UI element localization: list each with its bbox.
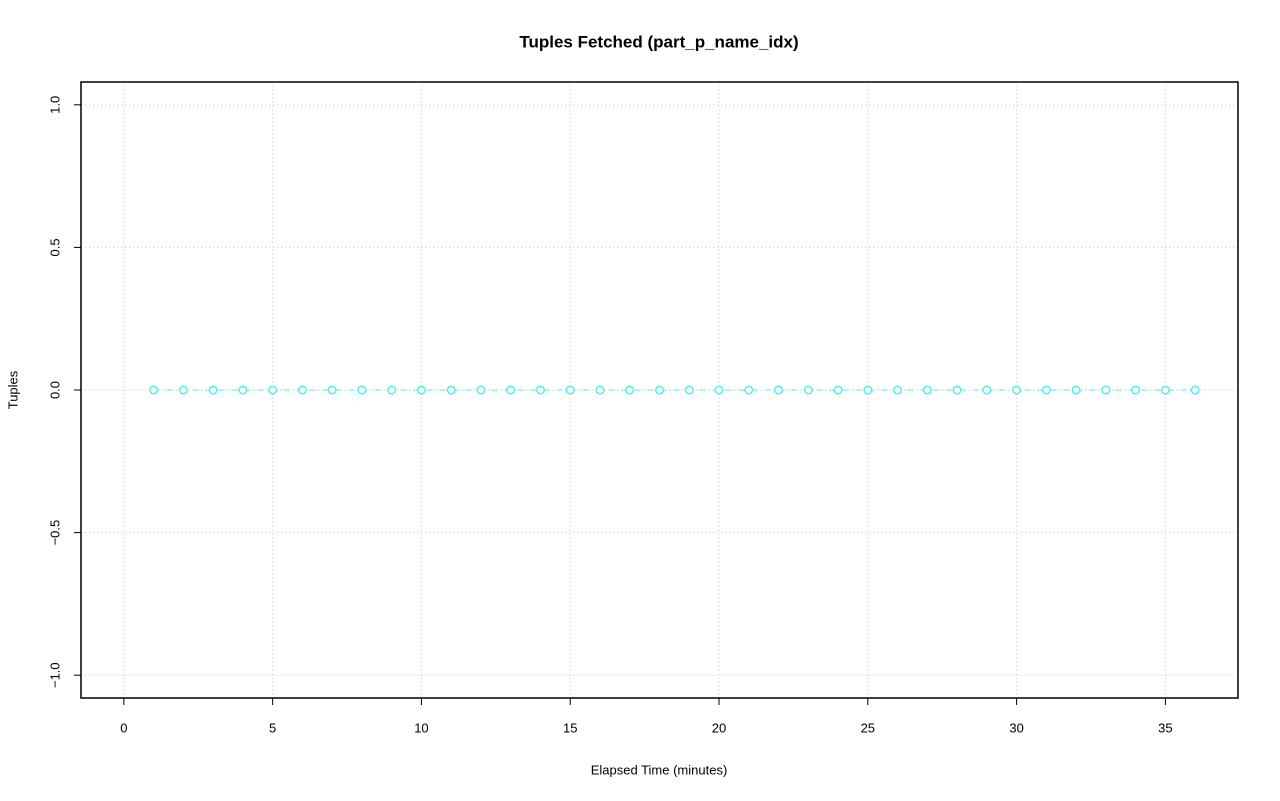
y-tick-label: −0.5 xyxy=(47,520,62,546)
data-point xyxy=(268,385,278,395)
data-point xyxy=(893,385,903,395)
chart-title: Tuples Fetched (part_p_name_idx) xyxy=(519,32,798,51)
x-tick-label: 5 xyxy=(269,720,276,735)
x-axis-label: Elapsed Time (minutes) xyxy=(591,762,728,777)
y-tick-label: 0.0 xyxy=(47,381,62,399)
x-tick-label: 30 xyxy=(1009,720,1023,735)
y-axis-label: Tuples xyxy=(5,370,20,409)
y-tick-label: 0.5 xyxy=(47,238,62,256)
x-tick-label: 15 xyxy=(563,720,577,735)
x-tick-label: 10 xyxy=(414,720,428,735)
data-point xyxy=(952,385,962,395)
x-tick-label: 0 xyxy=(120,720,127,735)
data-point xyxy=(1012,385,1022,395)
data-point xyxy=(238,385,248,395)
data-point xyxy=(149,385,159,395)
data-point xyxy=(446,385,456,395)
data-point xyxy=(416,385,426,395)
data-point xyxy=(506,385,516,395)
data-point xyxy=(714,385,724,395)
data-point xyxy=(625,385,635,395)
data-point xyxy=(476,385,486,395)
data-point xyxy=(595,385,605,395)
data-point xyxy=(1160,385,1170,395)
x-tick-label: 35 xyxy=(1158,720,1172,735)
data-point xyxy=(1101,385,1111,395)
data-point xyxy=(684,385,694,395)
plot-frame xyxy=(80,81,1239,699)
data-point xyxy=(387,385,397,395)
data-point xyxy=(982,385,992,395)
data-point xyxy=(565,385,575,395)
data-point xyxy=(357,385,367,395)
data-point xyxy=(1131,385,1141,395)
data-point xyxy=(535,385,546,395)
data-point xyxy=(744,385,754,395)
data-point xyxy=(208,385,218,395)
y-tick-label: −1.0 xyxy=(47,662,62,688)
x-tick-label: 20 xyxy=(712,720,726,735)
data-point xyxy=(922,385,932,395)
data-point xyxy=(773,385,784,395)
data-point xyxy=(327,385,337,395)
y-tick-label: 1.0 xyxy=(47,96,62,114)
data-point xyxy=(1190,385,1200,395)
data-point xyxy=(178,385,188,395)
data-point xyxy=(654,385,665,395)
data-point xyxy=(803,385,813,395)
data-point xyxy=(833,385,843,395)
data-point xyxy=(1041,385,1051,395)
data-point xyxy=(297,385,307,395)
data-point xyxy=(863,385,873,395)
data-point xyxy=(1071,385,1081,395)
x-tick-label: 25 xyxy=(861,720,875,735)
